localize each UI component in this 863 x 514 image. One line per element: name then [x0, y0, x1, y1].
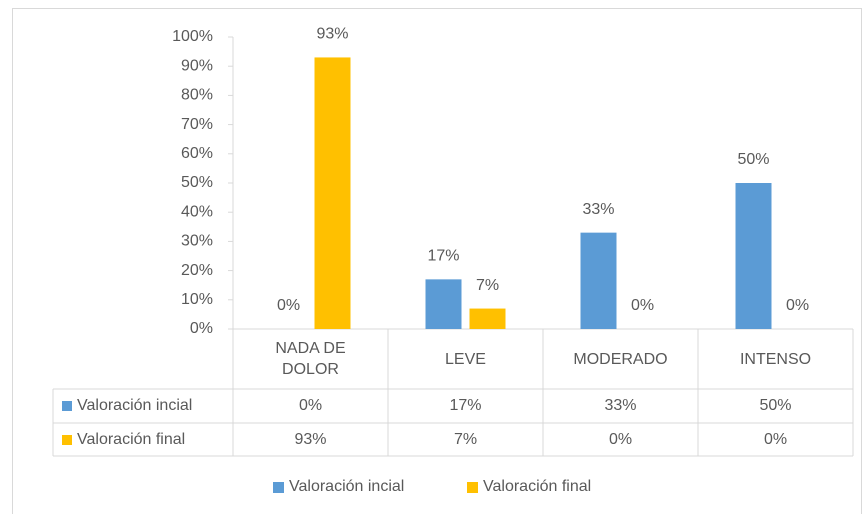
data-label: 17% [427, 248, 459, 265]
y-tick-label: 40% [181, 203, 213, 220]
x-tick-label: NADA DE DOLOR [275, 340, 346, 378]
bar [580, 232, 617, 329]
table-cell: 50% [759, 397, 791, 414]
data-label: 93% [316, 26, 348, 43]
y-tick-label: 70% [181, 116, 213, 133]
x-tick-label: INTENSO [739, 350, 812, 368]
data-label: 33% [582, 201, 614, 218]
table-cell: 93% [294, 431, 326, 448]
y-tick-label: 80% [181, 87, 213, 104]
legend-label: Valoración incial [289, 478, 404, 495]
data-label: 0% [786, 297, 809, 314]
data-label: 0% [277, 297, 300, 314]
table-cell: 7% [454, 431, 477, 448]
table-row-label: Valoración incial [77, 397, 192, 414]
table-legend-key [62, 435, 72, 445]
legend-key [273, 482, 284, 493]
bar [469, 308, 506, 329]
table-cell: 0% [764, 431, 787, 448]
y-tick-label: 30% [181, 233, 213, 250]
bar [314, 57, 351, 329]
table-cell: 33% [604, 397, 636, 414]
table-cell: 0% [609, 431, 632, 448]
y-tick-label: 10% [181, 291, 213, 308]
table-cell: 0% [299, 397, 322, 414]
legend-label: Valoración final [483, 478, 591, 495]
y-tick-label: 60% [181, 145, 213, 162]
data-label: 0% [631, 297, 654, 314]
y-tick-label: 50% [181, 174, 213, 191]
data-label: 50% [737, 151, 769, 168]
y-tick-label: 100% [172, 28, 213, 45]
y-tick-label: 0% [190, 320, 213, 337]
data-label: 7% [476, 277, 499, 294]
table-legend-key [62, 401, 72, 411]
bar [425, 279, 462, 329]
table-cell: 17% [449, 397, 481, 414]
x-tick-label: MODERADO [573, 350, 668, 368]
y-tick-label: 20% [181, 262, 213, 279]
y-tick-label: 90% [181, 57, 213, 74]
bar [735, 183, 772, 329]
table-row-label: Valoración final [77, 431, 185, 448]
legend-key [467, 482, 478, 493]
chart-frame [12, 8, 862, 514]
x-tick-label: LEVE [445, 350, 486, 368]
